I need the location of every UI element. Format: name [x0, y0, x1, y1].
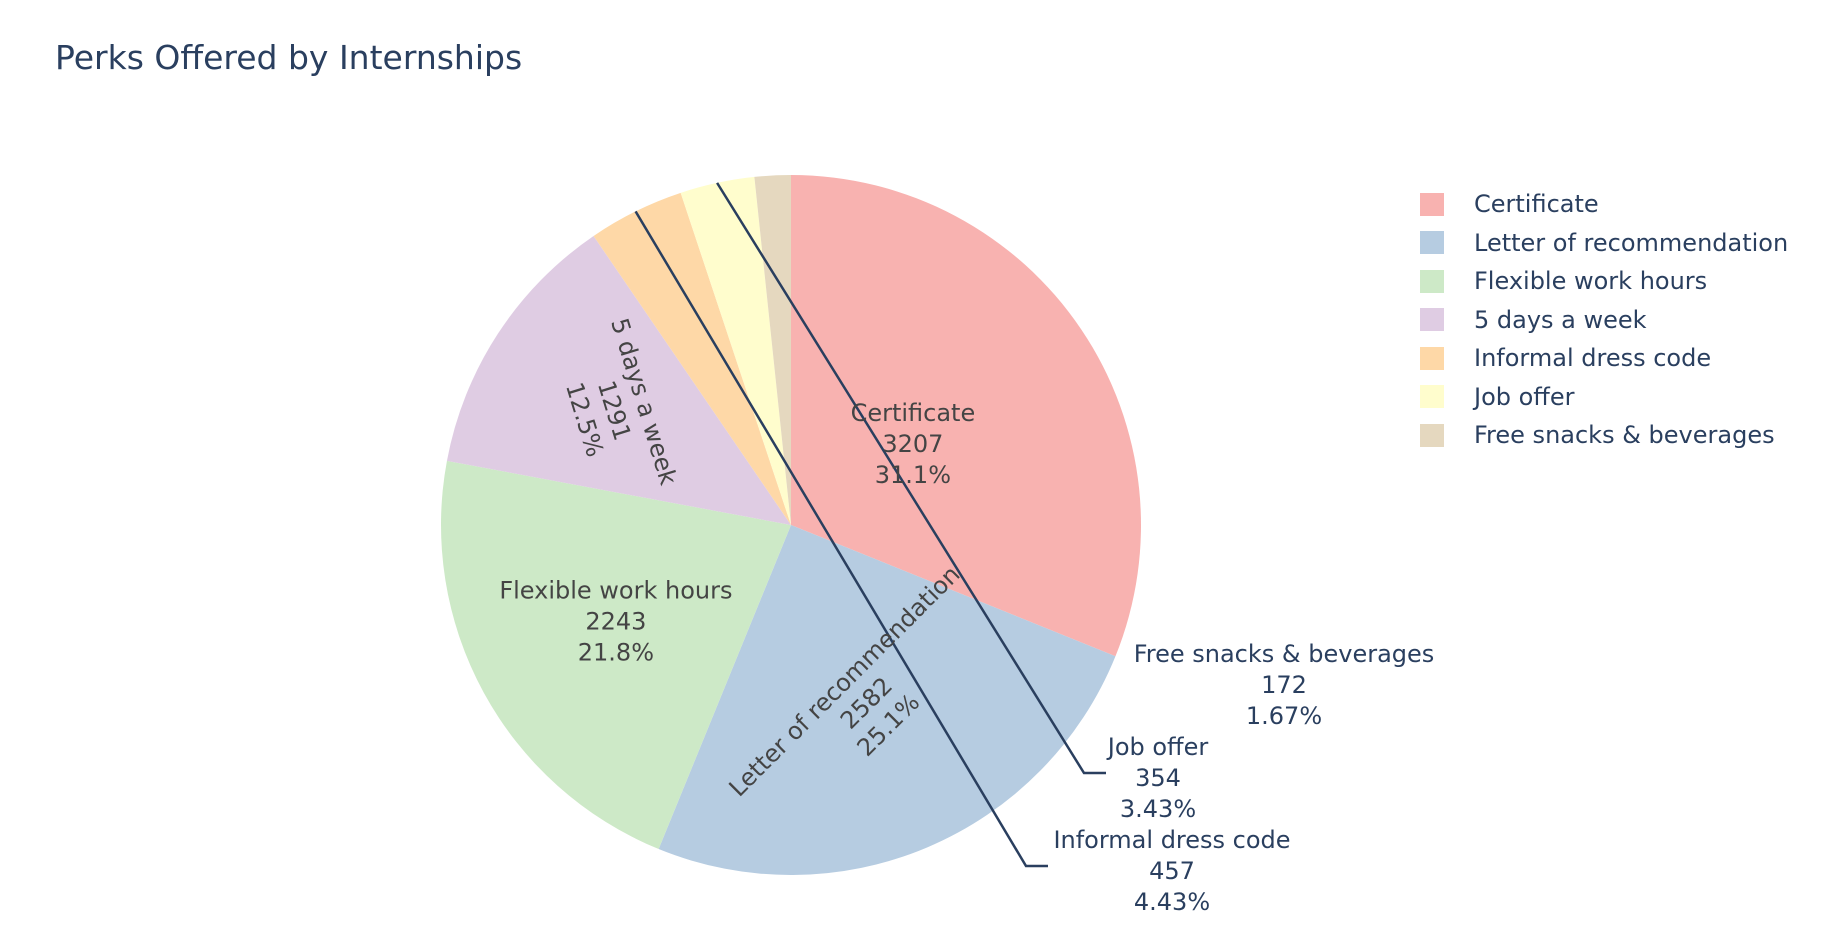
- slice-label-percent-free-snacks-and-beverages: 1.67%: [1246, 702, 1322, 730]
- legend-item-certificate[interactable]: Certificate: [1420, 185, 1788, 224]
- pie-slice-flexible-work-hours[interactable]: [441, 460, 791, 850]
- legend-label: Informal dress code: [1474, 344, 1712, 373]
- slice-label-percent-job-offer: 3.43%: [1120, 795, 1196, 823]
- legend-label: Job offer: [1474, 382, 1575, 411]
- pie-slice-certificate[interactable]: [791, 174, 1142, 657]
- legend-swatch: [1420, 423, 1444, 447]
- pie-slice-letter-of-recommendation[interactable]: [658, 525, 1116, 876]
- slice-label-value-job-offer: 354: [1135, 764, 1181, 792]
- legend-item-job-offer[interactable]: Job offer: [1420, 378, 1788, 417]
- slice-label-value-flexible-work-hours: 2243: [585, 608, 646, 636]
- legend: Certificate Letter of recommendation Flexi…: [1420, 185, 1788, 455]
- pie-slices: [441, 174, 1142, 876]
- slice-label-percent-flexible-work-hours: 21.8%: [578, 639, 654, 667]
- legend-swatch: [1420, 308, 1444, 332]
- legend-swatch: [1420, 231, 1444, 255]
- slice-label-name-flexible-work-hours: Flexible work hours: [499, 577, 732, 605]
- legend-swatch: [1420, 385, 1444, 409]
- legend-item-flexible-work-hours[interactable]: Flexible work hours: [1420, 262, 1788, 301]
- slice-label-name-free-snacks-and-beverages: Free snacks & beverages: [1134, 640, 1435, 668]
- legend-label: Flexible work hours: [1474, 267, 1708, 296]
- slice-label-value-certificate: 3207: [882, 430, 943, 458]
- slice-label-name-certificate: Certificate: [851, 399, 976, 427]
- legend-swatch: [1420, 269, 1444, 293]
- pie-slice-free-snacks-and-beverages[interactable]: [754, 175, 791, 525]
- slice-label-percent-informal-dress-code: 4.43%: [1134, 888, 1210, 916]
- legend-label: Free snacks & beverages: [1474, 421, 1775, 450]
- legend-item-free-snacks-and-beverages[interactable]: Free snacks & beverages: [1420, 416, 1788, 455]
- chart-title: Perks Offered by Internships: [55, 38, 523, 77]
- legend-item-informal-dress-code[interactable]: Informal dress code: [1420, 339, 1788, 378]
- legend-label: Letter of recommendation: [1474, 228, 1789, 257]
- legend-swatch: [1420, 346, 1444, 370]
- leader-line-informal-dress-code: [634, 210, 1048, 868]
- legend-item-5-days-a-week[interactable]: 5 days a week: [1420, 301, 1788, 340]
- legend-label: 5 days a week: [1474, 305, 1647, 334]
- legend-label: Certificate: [1474, 190, 1599, 219]
- slice-label-value-informal-dress-code: 457: [1149, 857, 1195, 885]
- slice-label-percent-certificate: 31.1%: [875, 461, 951, 489]
- slice-label-value-free-snacks-and-beverages: 172: [1261, 671, 1307, 699]
- legend-swatch: [1420, 192, 1444, 216]
- legend-item-letter-of-recommendation[interactable]: Letter of recommendation: [1420, 224, 1788, 263]
- leader-line-job-offer: [716, 182, 1106, 775]
- pie-slice-job-offer[interactable]: [680, 176, 791, 526]
- pie-slice-informal-dress-code[interactable]: [593, 192, 791, 525]
- slice-label-name-informal-dress-code: Informal dress code: [1053, 826, 1290, 854]
- slice-label-name-job-offer: Job offer: [1106, 733, 1209, 761]
- leader-lines: [634, 182, 1106, 868]
- pie-slice-5-days-a-week[interactable]: [446, 235, 791, 526]
